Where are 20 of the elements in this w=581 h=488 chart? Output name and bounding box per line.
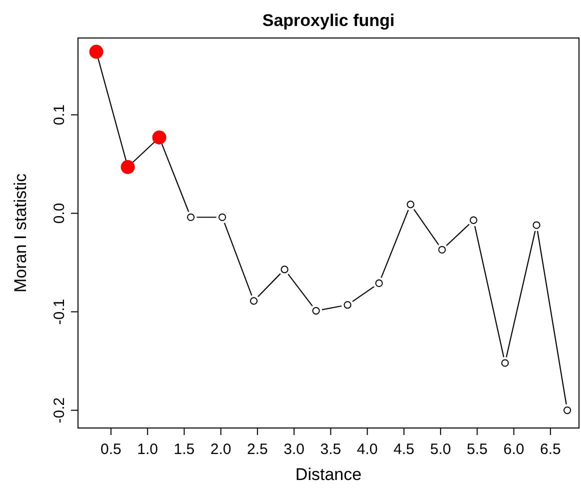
x-tick-label: 4.5 (394, 441, 414, 458)
x-axis-title: Distance (295, 465, 362, 484)
x-tick-label: 2.0 (210, 441, 232, 458)
y-tick-label: 0.0 (51, 202, 68, 224)
x-tick-label: 1.5 (174, 441, 195, 458)
x-tick-label: 2.5 (247, 441, 268, 458)
x-tick-label: 6.5 (540, 441, 561, 458)
x-tick-label: 3.0 (284, 441, 305, 458)
y-tick-label: -0.2 (51, 397, 68, 424)
y-axis-title: Moran I statistic (11, 172, 30, 293)
x-tick-label: 6.0 (503, 441, 524, 458)
x-tick-label: 3.5 (320, 441, 342, 458)
x-tick-label: 1.0 (137, 441, 158, 458)
y-tick-label: 0.1 (51, 104, 68, 126)
x-tick-label: 0.5 (100, 441, 122, 458)
x-tick-label: 5.0 (430, 441, 451, 458)
y-tick-label: -0.1 (51, 298, 68, 325)
x-tick-label: 5.5 (466, 441, 488, 458)
x-tick-label: 4.0 (356, 441, 378, 458)
chart-title: Saproxylic fungi (262, 11, 395, 30)
